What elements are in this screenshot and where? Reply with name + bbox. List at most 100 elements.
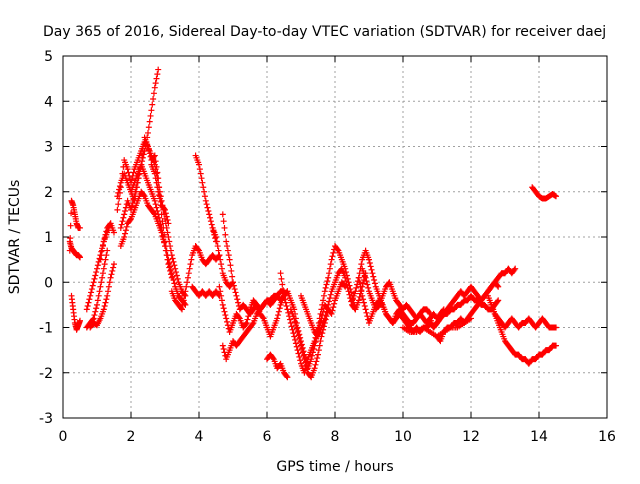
data-point bbox=[151, 84, 158, 91]
y-tick-label: -1 bbox=[39, 321, 53, 337]
data-point bbox=[322, 312, 329, 319]
data-point bbox=[150, 153, 157, 160]
data-point bbox=[92, 272, 99, 279]
data-point bbox=[218, 297, 225, 304]
data-point bbox=[224, 318, 231, 325]
series-t2 bbox=[66, 238, 83, 261]
data-point bbox=[302, 359, 309, 366]
data-point bbox=[87, 292, 94, 299]
data-point bbox=[206, 211, 213, 218]
data-point bbox=[296, 335, 303, 342]
data-point bbox=[308, 356, 315, 363]
data-point bbox=[363, 278, 370, 285]
data-point bbox=[143, 138, 150, 145]
data-point bbox=[297, 357, 304, 364]
data-point bbox=[244, 316, 251, 323]
data-point bbox=[553, 193, 559, 200]
data-point bbox=[330, 304, 337, 311]
data-point bbox=[99, 247, 106, 254]
data-point bbox=[378, 300, 385, 307]
y-tick-label: 5 bbox=[44, 49, 53, 65]
data-point bbox=[145, 146, 152, 153]
data-point bbox=[289, 326, 296, 333]
data-point bbox=[157, 198, 164, 205]
data-point bbox=[348, 298, 355, 305]
data-point bbox=[164, 256, 171, 263]
data-point bbox=[96, 255, 103, 262]
data-point bbox=[99, 243, 106, 250]
data-point bbox=[158, 229, 165, 236]
data-point bbox=[77, 317, 83, 324]
data-point bbox=[199, 179, 206, 186]
data-point bbox=[123, 223, 130, 230]
data-point bbox=[164, 229, 171, 236]
data-point bbox=[325, 274, 332, 281]
data-point bbox=[108, 271, 115, 278]
data-point bbox=[100, 238, 107, 245]
data-point bbox=[321, 288, 328, 295]
y-axis-label: SDTVAR / TECUs bbox=[7, 180, 23, 295]
data-point bbox=[119, 218, 126, 225]
data-point bbox=[173, 272, 180, 279]
data-point bbox=[161, 205, 168, 212]
data-point bbox=[151, 152, 158, 159]
data-point bbox=[146, 118, 153, 125]
data-point bbox=[232, 289, 239, 296]
data-point bbox=[325, 301, 332, 308]
data-point bbox=[187, 261, 194, 268]
data-point bbox=[299, 349, 306, 356]
data-point bbox=[98, 279, 105, 286]
data-point bbox=[88, 289, 95, 296]
data-point bbox=[277, 270, 284, 277]
data-point bbox=[153, 75, 160, 82]
data-point bbox=[151, 170, 158, 177]
data-point bbox=[204, 204, 211, 211]
data-point bbox=[279, 281, 286, 288]
data-point bbox=[153, 179, 160, 186]
series-t24 bbox=[287, 306, 332, 381]
data-point bbox=[152, 80, 159, 87]
data-point bbox=[77, 254, 83, 261]
x-tick-label: 0 bbox=[59, 429, 68, 445]
data-point bbox=[222, 312, 229, 319]
data-point bbox=[197, 170, 204, 177]
data-point bbox=[218, 292, 225, 299]
data-point bbox=[290, 330, 297, 337]
data-point bbox=[111, 229, 117, 236]
data-point bbox=[224, 243, 231, 250]
data-point bbox=[310, 345, 317, 352]
x-tick-label: 16 bbox=[598, 429, 616, 445]
data-point bbox=[128, 203, 135, 210]
data-point bbox=[160, 236, 167, 243]
data-point bbox=[359, 292, 366, 299]
data-point bbox=[213, 234, 219, 240]
data-point bbox=[141, 148, 148, 155]
data-point bbox=[172, 265, 179, 272]
data-point bbox=[320, 297, 327, 304]
data-point bbox=[164, 217, 171, 224]
data-point bbox=[148, 107, 155, 114]
data-point bbox=[115, 189, 122, 196]
data-point bbox=[295, 332, 302, 339]
data-point bbox=[356, 279, 363, 286]
data-point bbox=[234, 296, 241, 303]
data-point bbox=[282, 299, 289, 306]
data-point bbox=[323, 308, 330, 315]
data-point bbox=[360, 280, 367, 287]
data-point bbox=[283, 373, 290, 380]
series-t13 bbox=[148, 161, 172, 227]
data-point bbox=[92, 308, 99, 315]
data-point bbox=[156, 195, 163, 202]
data-point bbox=[185, 270, 192, 277]
data-point bbox=[183, 283, 190, 290]
data-point bbox=[297, 339, 304, 346]
y-tick-label: 1 bbox=[44, 230, 53, 246]
data-point bbox=[93, 305, 100, 312]
data-point bbox=[168, 274, 175, 281]
data-point bbox=[276, 305, 283, 312]
data-point bbox=[165, 234, 172, 240]
data-point bbox=[184, 279, 191, 286]
data-point bbox=[243, 319, 250, 326]
data-point bbox=[110, 264, 117, 271]
